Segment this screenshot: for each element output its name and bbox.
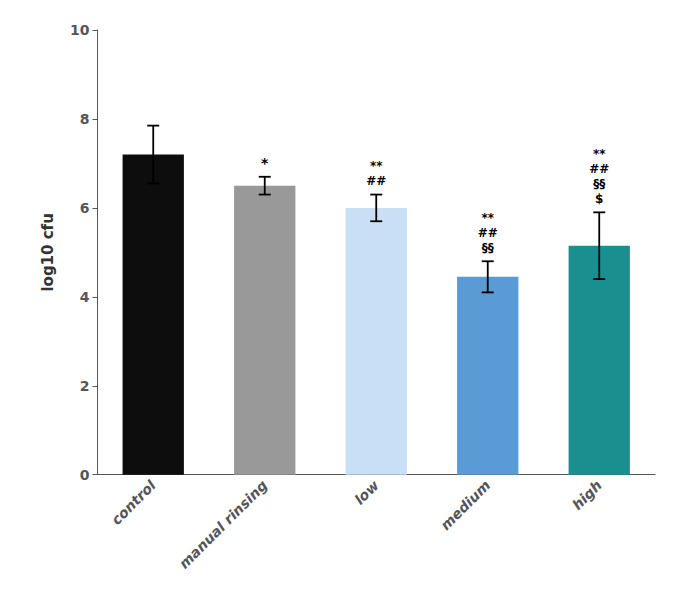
svg-text:8: 8 <box>80 111 90 127</box>
svg-text:log10 cfu: log10 cfu <box>39 213 57 291</box>
svg-text:**: ** <box>593 147 606 161</box>
svg-text:10: 10 <box>70 22 90 38</box>
svg-text:##: ## <box>589 162 609 176</box>
svg-text:**: ** <box>481 211 494 225</box>
svg-text:§§: §§ <box>482 241 494 255</box>
svg-text:*: * <box>261 155 269 171</box>
svg-text:low: low <box>351 477 382 508</box>
svg-text:medium: medium <box>437 477 493 533</box>
svg-text:0: 0 <box>80 467 90 483</box>
svg-text:6: 6 <box>80 200 90 216</box>
svg-text:2: 2 <box>80 378 90 394</box>
svg-text:##: ## <box>366 174 386 188</box>
svg-text:**: ** <box>370 159 383 173</box>
svg-text:high: high <box>569 477 605 513</box>
svg-text:4: 4 <box>80 289 90 305</box>
svg-text:§§: §§ <box>593 177 605 191</box>
svg-text:$: $ <box>595 192 603 206</box>
svg-text:##: ## <box>478 226 498 240</box>
svg-text:manual rinsing: manual rinsing <box>176 477 271 572</box>
svg-text:control: control <box>108 477 159 528</box>
